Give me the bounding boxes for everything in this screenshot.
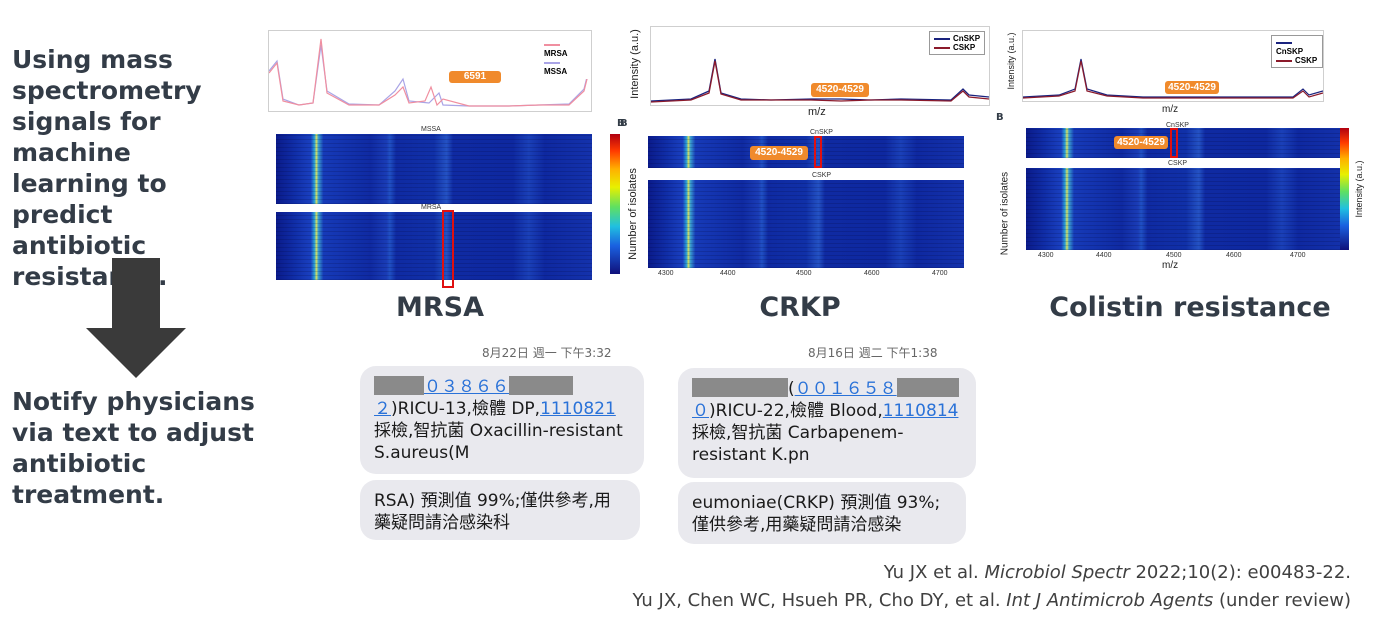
- left-message-bubble-2: RSA) 預測值 99%;僅供參考,用藥疑問請洽感染科: [360, 480, 640, 540]
- colistin-heatmap-ylabel: Number of isolates: [999, 171, 1011, 256]
- crkp-spectrum-svg: [650, 58, 990, 103]
- crkp-panel-letter: B: [620, 118, 628, 129]
- colistin-tick-4300: 4300: [1038, 252, 1054, 259]
- mrsa-heatmap: [276, 212, 592, 280]
- colistin-panel-letter: B: [996, 112, 1004, 123]
- legend-item-mrsa: MRSA: [544, 40, 586, 58]
- right-id-link-2[interactable]: ０: [692, 401, 709, 421]
- colistin-heat-label-mid: CSKP: [1168, 160, 1188, 167]
- left-msg-text-3: RSA) 預測值 99%;僅供參考,用藥疑問請洽感染科: [374, 491, 611, 533]
- colistin-spectrum-svg: [1022, 58, 1324, 99]
- colistin-heatmap-tag: 4520-4529: [1114, 136, 1168, 149]
- legend-item-cskp: CSKP: [934, 43, 980, 52]
- crkp-title: CRKP: [759, 292, 841, 323]
- citation-1: Yu JX et al. Microbiol Spectr 2022;10(2)…: [883, 562, 1351, 583]
- legend-item-cskp: CSKP: [1276, 56, 1318, 65]
- citation-2: Yu JX, Chen WC, Hsueh PR, Cho DY, et al.…: [632, 590, 1351, 611]
- mssa-heatmap-label: MSSA: [421, 126, 441, 133]
- colistin-spectrum-xlabel: m/z: [1162, 104, 1179, 115]
- crkp-figure: Intensity (a.u.) CnSKP CSKP 4520-4529 m/…: [620, 22, 992, 294]
- mrsa-peak-tag: 6591: [449, 71, 501, 83]
- redacted-block: [374, 376, 424, 395]
- mrsa-figure: MRSA MSSA 6591 MSSA MRSA: [266, 30, 596, 292]
- colistin-figure: Intensity (a.u.) CnSKP CSKP 4520-4529 m/…: [996, 24, 1368, 274]
- colistin-cskp-line: [1022, 60, 1324, 99]
- colistin-heatmap-cskp: [1026, 168, 1346, 250]
- crkp-side-letter: B: [617, 118, 625, 129]
- intro-text: Using mass spectrometry signals for mach…: [12, 45, 202, 291]
- right-message-bubble-1: (００１６５８ ０)RICU-22,檢體 Blood,1110814採檢,智抗菌…: [678, 368, 976, 478]
- colistin-tick-4500: 4500: [1166, 252, 1182, 259]
- crkp-tick-4600: 4600: [864, 270, 880, 277]
- notify-text: Notify physicians via text to adjust ant…: [12, 387, 255, 509]
- crkp-tick-4700: 4700: [932, 270, 948, 277]
- colistin-heat-label-top: CnSKP: [1166, 122, 1189, 129]
- mrsa-spectrum-line: [268, 38, 592, 107]
- crkp-heat-label-top: CnSKP: [810, 129, 833, 136]
- crkp-heatmap-tag: 4520-4529: [750, 146, 808, 160]
- crkp-tick-4300: 4300: [658, 270, 674, 277]
- crkp-side-colorbar: [610, 134, 620, 274]
- colistin-spectrum-plot: CnSKP CSKP 4520-4529: [1022, 30, 1324, 102]
- right-msg-text-3: eumoniae(CRKP) 預測值 93%;僅供參考,用藥疑問請洽感染: [692, 493, 941, 535]
- colistin-spectrum-tag: 4520-4529: [1165, 81, 1219, 94]
- left-message-bubble-1: ０３８６６ ２)RICU-13,檢體 DP,1110821採檢,智抗菌 Oxac…: [360, 366, 644, 474]
- crkp-legend: CnSKP CSKP: [929, 31, 986, 55]
- mrsa-spectrum-plot: MRSA MSSA 6591: [268, 30, 592, 112]
- colistin-highlight-box: [1170, 128, 1178, 158]
- colistin-legend: CnSKP CSKP: [1271, 35, 1323, 68]
- colistin-tick-4400: 4400: [1096, 252, 1112, 259]
- mrsa-highlight-box: [442, 210, 454, 288]
- mrsa-title: MRSA: [395, 292, 484, 323]
- crkp-tick-4500: 4500: [796, 270, 812, 277]
- right-paren: (: [788, 379, 795, 399]
- right-message-bubble-2: eumoniae(CRKP) 預測值 93%;僅供參考,用藥疑問請洽感染: [678, 482, 966, 544]
- crkp-spectrum-xlabel: m/z: [808, 106, 826, 118]
- redacted-block: [692, 378, 788, 397]
- left-msg-text-2: 採檢,智抗菌 Oxacillin-resistant S.aureus(M: [374, 421, 623, 463]
- left-message-timestamp: 8月22日 週一 下午3:32: [482, 346, 612, 360]
- crkp-heatmap-cskp: [648, 180, 964, 268]
- crkp-heat-label-mid: CSKP: [812, 172, 832, 179]
- mrsa-heatmap-label: MRSA: [421, 204, 442, 211]
- colistin-colorbar-label: Intensity (a.u.): [1354, 160, 1364, 218]
- crkp-highlight-box: [814, 136, 822, 168]
- right-msg-text-1: )RICU-22,檢體 Blood,: [709, 401, 883, 421]
- crkp-spectrum-plot: CnSKP CSKP 4520-4529: [650, 26, 990, 106]
- redacted-block: [896, 378, 959, 397]
- crkp-tick-4400: 4400: [720, 270, 736, 277]
- legend-item-mssa: MSSA: [544, 58, 586, 76]
- mrsa-legend: MRSA MSSA: [539, 37, 591, 79]
- colistin-tick-4700: 4700: [1290, 252, 1306, 259]
- colistin-heatmap-xlabel: m/z: [1162, 260, 1179, 271]
- left-id-link[interactable]: ０３８６６: [424, 377, 509, 397]
- crkp-spectrum-ylabel: Intensity (a.u.): [629, 29, 641, 99]
- legend-item-cnskp: CnSKP: [934, 34, 980, 43]
- crkp-spectrum-tag: 4520-4529: [811, 83, 869, 97]
- down-arrow-icon: [86, 258, 186, 378]
- right-msg-text-2: 採檢,智抗菌 Carbapenem-resistant K.pn: [692, 423, 904, 465]
- mrsa-spectrum-svg: [268, 38, 592, 107]
- left-id-link-2[interactable]: ２: [374, 399, 391, 419]
- crkp-heatmap-ylabel: Number of isolates: [627, 168, 639, 260]
- colistin-spectrum-ylabel: Intensity (a.u.): [1006, 32, 1016, 90]
- colistin-title: Colistin resistance: [1049, 292, 1331, 323]
- right-message-timestamp: 8月16日 週二 下午1:38: [808, 346, 938, 360]
- cskp-spectrum-line: [650, 60, 990, 103]
- legend-item-cnskp: CnSKP: [1276, 38, 1318, 56]
- right-id-link[interactable]: ００１６５８: [794, 379, 897, 399]
- colistin-heatmap-cnskp: [1026, 128, 1346, 158]
- right-date-link[interactable]: 1110814: [882, 401, 959, 421]
- colistin-colorbar: [1340, 128, 1349, 250]
- colistin-tick-4600: 4600: [1226, 252, 1242, 259]
- mssa-heatmap: [276, 134, 592, 204]
- redacted-block: [509, 376, 573, 395]
- left-date-link[interactable]: 1110821: [540, 399, 616, 419]
- left-msg-text-1: )RICU-13,檢體 DP,: [391, 399, 541, 419]
